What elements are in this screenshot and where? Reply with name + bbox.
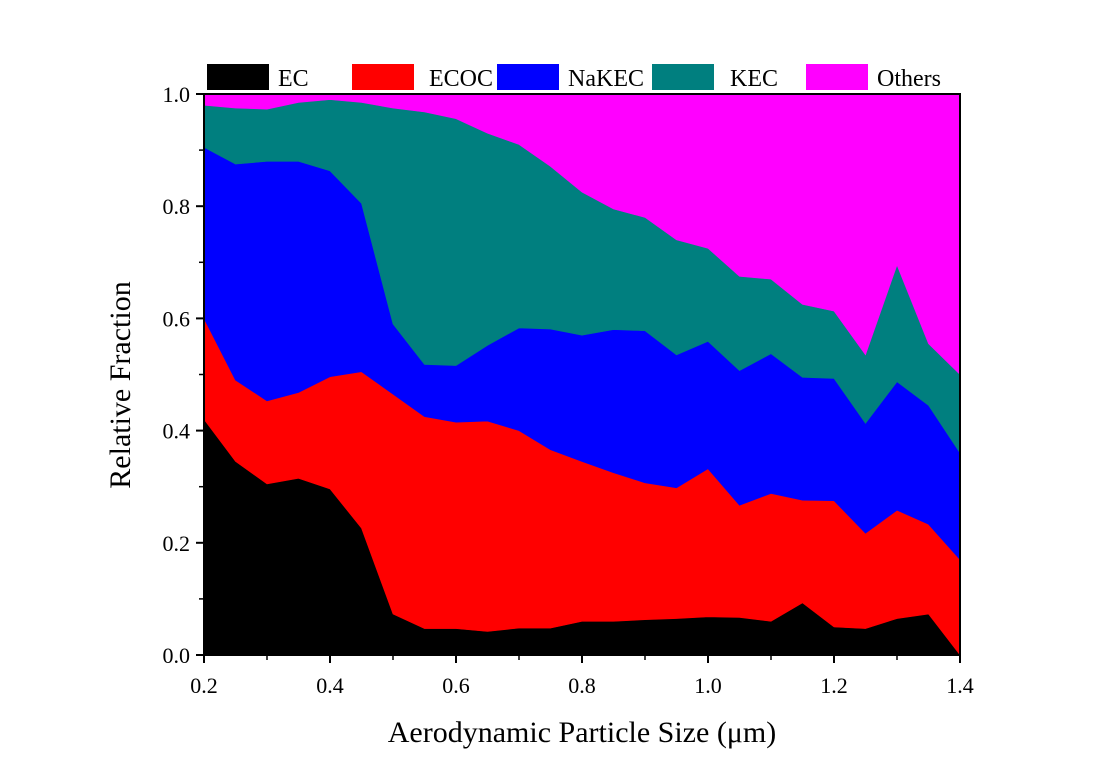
x-tick-label: 0.2 xyxy=(190,673,218,698)
x-tick-label: 0.4 xyxy=(316,673,344,698)
legend-swatch xyxy=(207,64,269,90)
legend-item-others: Others xyxy=(806,64,941,92)
y-tick-label: 0.8 xyxy=(163,194,191,219)
x-tick-label: 1.0 xyxy=(694,673,722,698)
x-axis-title: Aerodynamic Particle Size (μm) xyxy=(388,716,776,749)
legend-swatch xyxy=(497,64,559,90)
legend-swatch xyxy=(352,64,414,90)
legend-item-kec: KEC xyxy=(652,64,778,92)
y-tick-label: 0.2 xyxy=(163,531,191,556)
legend-swatch xyxy=(806,64,868,90)
legend-label: NaKEC xyxy=(568,66,644,92)
legend-label: ECOC xyxy=(429,66,493,92)
y-tick-label: 1.0 xyxy=(163,82,191,107)
axes: 0.2 0.4 0.6 0.8 1.0 1.2 1.4 0.0 0.2 0.4 0.6 0.8 1.0 xyxy=(163,82,974,698)
y-tick-label: 0.4 xyxy=(163,419,191,444)
legend-label: Others xyxy=(877,66,941,92)
y-axis-title: Relative Fraction xyxy=(104,281,137,488)
x-tick-label: 0.8 xyxy=(568,673,596,698)
x-tick-label: 1.4 xyxy=(946,673,974,698)
legend-label: KEC xyxy=(730,66,778,92)
legend-item-nakec: NaKEC xyxy=(497,64,644,92)
y-tick-label: 0.6 xyxy=(163,306,191,331)
x-tick-label: 0.6 xyxy=(442,673,470,698)
legend: EC ECOC NaKEC KEC Others xyxy=(207,64,941,92)
legend-label: EC xyxy=(278,66,309,92)
area-series-group xyxy=(203,93,961,656)
y-tick-label: 0.0 xyxy=(163,643,191,668)
x-tick-label: 1.2 xyxy=(820,673,848,698)
legend-item-ecoc: ECOC xyxy=(352,64,493,92)
legend-swatch xyxy=(652,64,714,90)
legend-item-ec: EC xyxy=(207,64,309,92)
